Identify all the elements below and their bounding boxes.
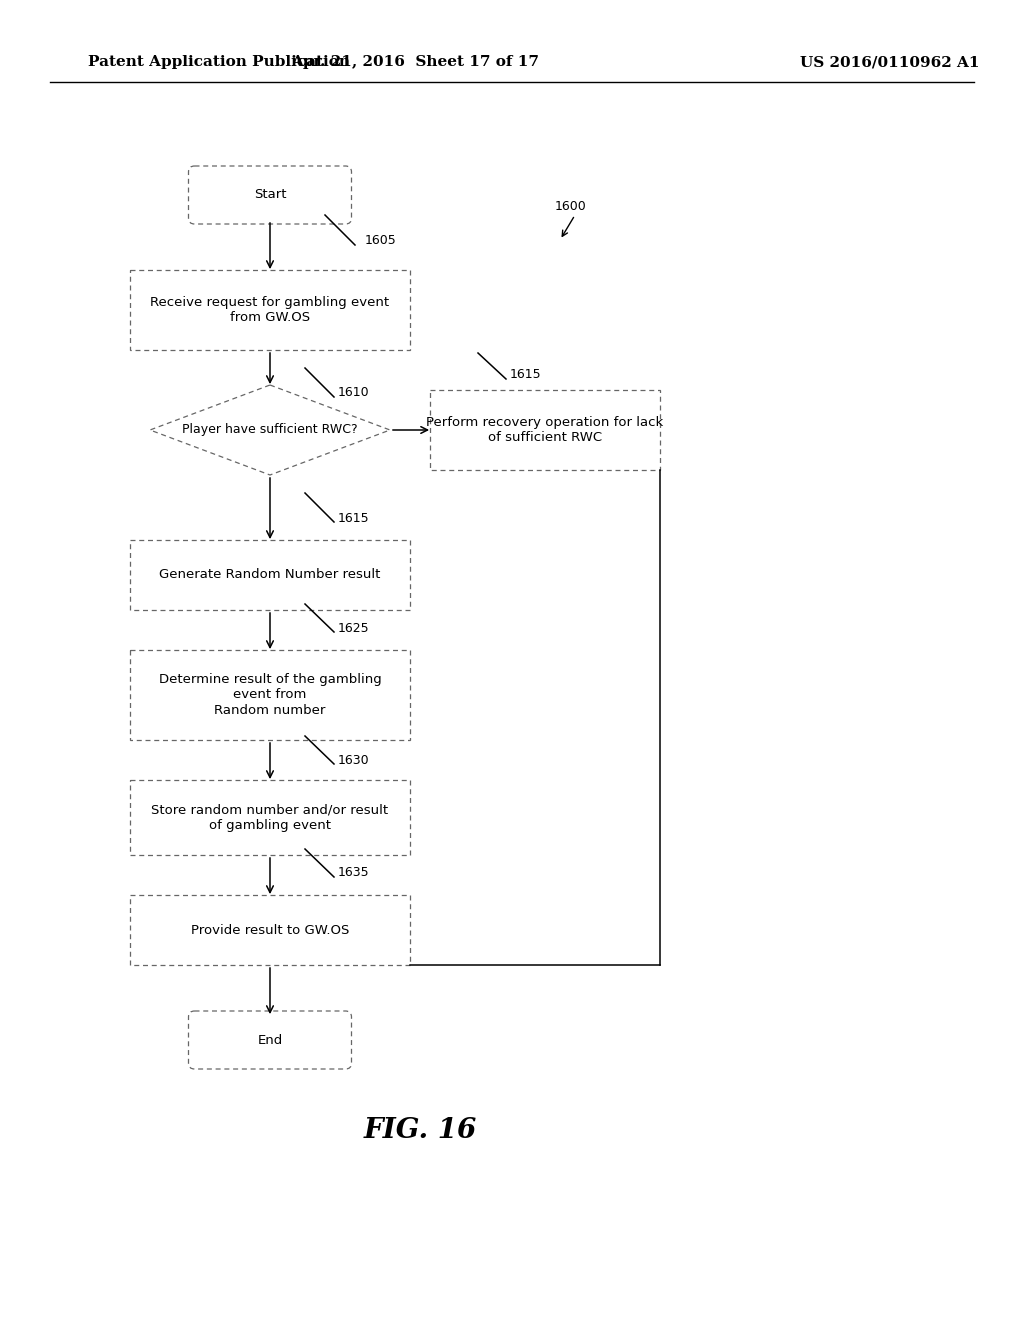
Bar [130,780,410,855]
Text: Patent Application Publication: Patent Application Publication [88,55,350,69]
Text: 1625: 1625 [338,622,370,635]
Text: Determine result of the gambling
event from
Random number: Determine result of the gambling event f… [159,673,381,717]
Polygon shape [150,385,390,475]
Text: 1630: 1630 [338,754,370,767]
Text: Player have sufficient RWC?: Player have sufficient RWC? [182,424,357,437]
Bar [130,540,410,610]
Text: FIG. 16: FIG. 16 [364,1117,476,1143]
Text: Start: Start [254,189,287,202]
Text: Perform recovery operation for lack
of sufficient RWC: Perform recovery operation for lack of s… [426,416,664,444]
Bar [130,271,410,350]
Text: 1600: 1600 [555,201,587,214]
Text: 1605: 1605 [365,234,396,247]
Text: 1615: 1615 [510,368,542,381]
Text: Generate Random Number result: Generate Random Number result [160,569,381,582]
Text: 1610: 1610 [338,387,370,400]
Text: Receive request for gambling event
from GW.OS: Receive request for gambling event from … [151,296,389,323]
FancyBboxPatch shape [188,166,351,224]
Text: 1615: 1615 [338,511,370,524]
Text: US 2016/0110962 A1: US 2016/0110962 A1 [800,55,980,69]
Bar [130,649,410,741]
Bar [430,389,660,470]
Text: Apr. 21, 2016  Sheet 17 of 17: Apr. 21, 2016 Sheet 17 of 17 [291,55,539,69]
Bar [130,895,410,965]
Text: 1635: 1635 [338,866,370,879]
Text: Store random number and/or result
of gambling event: Store random number and/or result of gam… [152,804,388,832]
FancyBboxPatch shape [188,1011,351,1069]
Text: End: End [257,1034,283,1047]
Text: Provide result to GW.OS: Provide result to GW.OS [190,924,349,936]
